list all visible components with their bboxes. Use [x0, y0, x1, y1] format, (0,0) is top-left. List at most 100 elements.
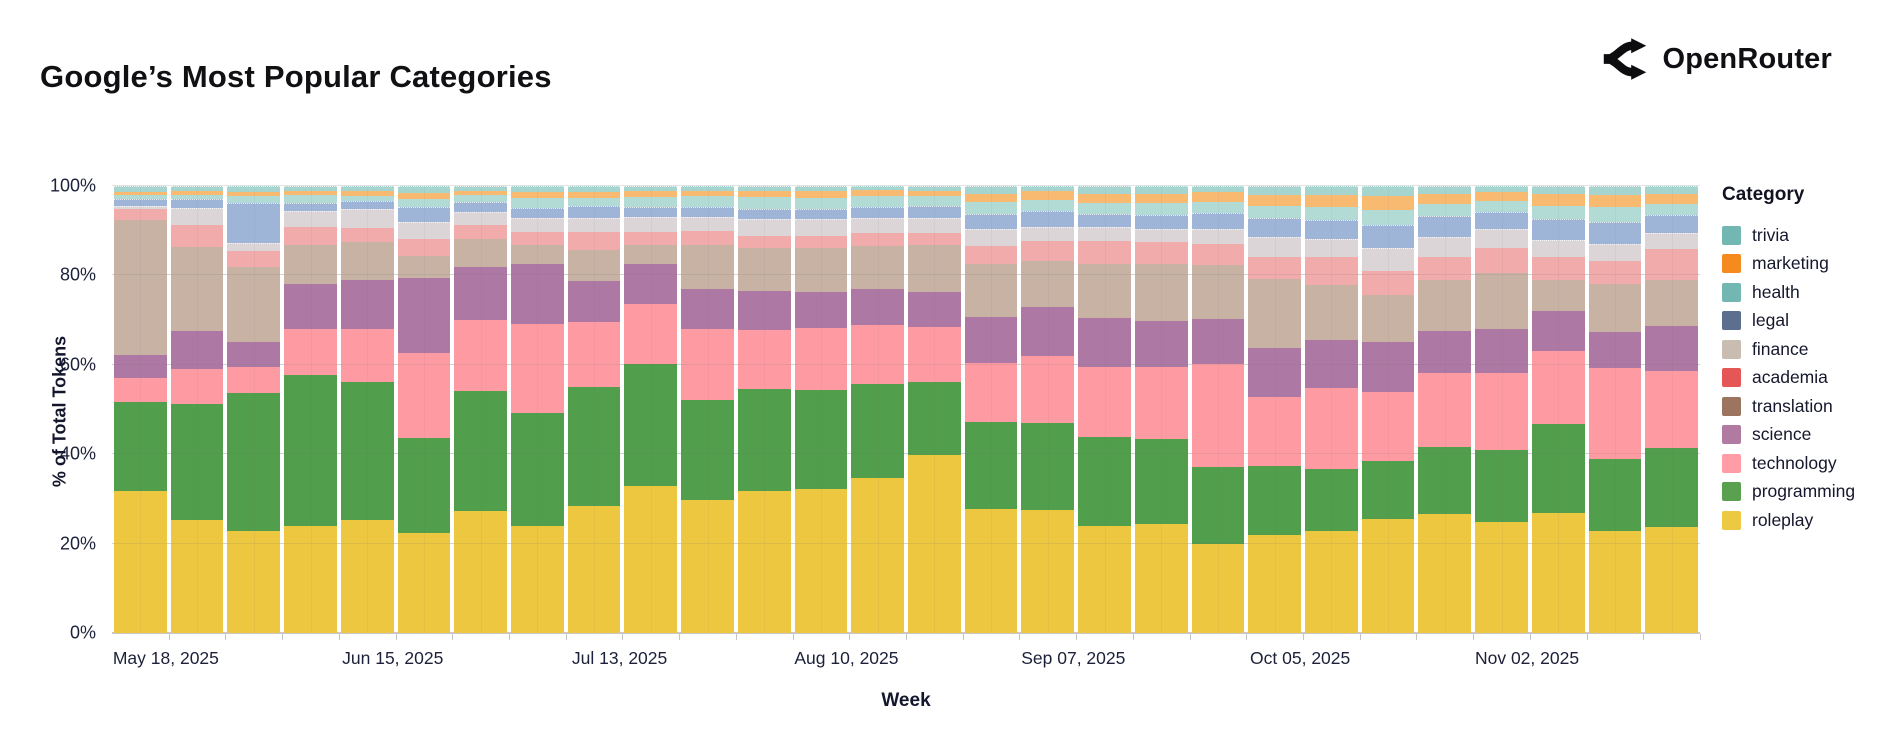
- segment-trivia: [511, 185, 564, 192]
- legend-label: health: [1752, 281, 1800, 302]
- segment-technology: [1475, 372, 1528, 451]
- segment-trivia: [908, 185, 961, 191]
- segment-translation: [1078, 264, 1131, 318]
- legend-label: roleplay: [1752, 509, 1814, 530]
- segment-programming: [1305, 468, 1358, 531]
- x-tick-mark: [735, 634, 737, 640]
- x-tick-mark: [1076, 634, 1078, 640]
- stacked-bar: [794, 186, 848, 633]
- segment-marketing: [1078, 193, 1131, 203]
- segment-science: [511, 264, 564, 325]
- segment-programming: [511, 413, 564, 527]
- segment-programming: [908, 382, 961, 456]
- segment-academia: [170, 224, 224, 247]
- segment-marketing: [1248, 194, 1301, 206]
- segment-roleplay: [1134, 523, 1188, 633]
- segment-trivia: [1361, 186, 1415, 197]
- segment-health: [114, 195, 167, 199]
- brand-lockup: OpenRouter: [1602, 36, 1832, 82]
- segment-legal: [851, 207, 904, 218]
- stacked-bar: [1191, 186, 1245, 633]
- brand-name: OpenRouter: [1662, 42, 1832, 75]
- segment-marketing: [114, 191, 167, 196]
- segment-programming: [1531, 424, 1585, 514]
- x-tick-mark: [792, 634, 794, 640]
- segment-technology: [624, 304, 678, 365]
- segment-legal: [114, 198, 167, 206]
- segment-trivia: [1531, 186, 1585, 194]
- segment-legal: [1361, 225, 1415, 249]
- segment-legal: [908, 206, 961, 219]
- week-band-24: [1473, 186, 1530, 633]
- week-band-10: [679, 186, 736, 633]
- segment-academia: [964, 246, 1018, 265]
- segment-science: [1134, 320, 1188, 367]
- stacked-bar: [1248, 186, 1301, 633]
- stacked-bar: [1418, 186, 1472, 633]
- week-band-6: [452, 186, 509, 633]
- segment-translation: [284, 244, 337, 285]
- segment-technology: [1305, 388, 1358, 469]
- segment-health: [454, 195, 507, 202]
- segment-academia: [851, 233, 904, 246]
- segment-marketing: [1645, 194, 1698, 204]
- segment-trivia: [794, 186, 848, 192]
- segment-science: [114, 355, 167, 378]
- segment-finance: [1078, 227, 1131, 242]
- legend-label: translation: [1752, 395, 1833, 416]
- segment-legal: [1078, 213, 1131, 228]
- segment-marketing: [227, 191, 281, 196]
- segment-technology: [340, 328, 394, 383]
- segment-academia: [1588, 261, 1642, 285]
- segment-legal: [737, 209, 791, 220]
- segment-science: [794, 291, 848, 328]
- segment-academia: [794, 235, 848, 248]
- segment-trivia: [454, 186, 507, 192]
- segment-science: [567, 280, 621, 323]
- segment-marketing: [511, 191, 564, 198]
- segment-science: [1021, 306, 1075, 357]
- segment-marketing: [1531, 193, 1585, 206]
- segment-academia: [1134, 241, 1188, 265]
- segment-health: [794, 197, 848, 210]
- segment-legal: [1021, 210, 1075, 227]
- segment-legal: [170, 198, 224, 208]
- segment-health: [908, 195, 961, 207]
- x-tick-label: Jun 15, 2025: [342, 648, 444, 668]
- y-gridline: [112, 274, 1700, 276]
- segment-finance: [1588, 243, 1642, 262]
- week-band-20: [1246, 186, 1303, 633]
- segment-health: [1021, 199, 1075, 211]
- segment-technology: [1588, 367, 1642, 459]
- segment-translation: [1645, 279, 1698, 327]
- segment-science: [1531, 311, 1585, 351]
- week-band-8: [566, 186, 623, 633]
- segment-technology: [1078, 366, 1131, 438]
- week-band-11: [736, 186, 793, 633]
- segment-roleplay: [851, 477, 904, 633]
- segment-health: [737, 196, 791, 210]
- legend-swatch-technology: [1722, 453, 1741, 473]
- segment-science: [851, 289, 904, 326]
- segment-translation: [681, 244, 734, 289]
- week-band-18: [1133, 185, 1190, 633]
- segment-academia: [908, 233, 961, 245]
- segment-technology: [284, 328, 337, 376]
- legend-label: marketing: [1752, 253, 1829, 274]
- week-band-3: [282, 186, 339, 633]
- segment-programming: [851, 384, 904, 478]
- legend: Category trivia marketing health legal finan…: [1722, 184, 1872, 535]
- stacked-bar: [1361, 186, 1415, 633]
- legend-item-legal: legal: [1722, 307, 1872, 336]
- y-gridline: [112, 363, 1700, 365]
- segment-finance: [114, 205, 167, 209]
- segment-translation: [908, 244, 961, 293]
- segment-academia: [1305, 257, 1358, 285]
- segment-finance: [1531, 239, 1585, 258]
- legend-swatch-academia: [1722, 368, 1741, 388]
- segment-science: [681, 288, 734, 329]
- segment-programming: [624, 364, 678, 487]
- segment-translation: [511, 245, 564, 265]
- x-tick-mark: [679, 634, 681, 640]
- segment-programming: [1418, 446, 1472, 514]
